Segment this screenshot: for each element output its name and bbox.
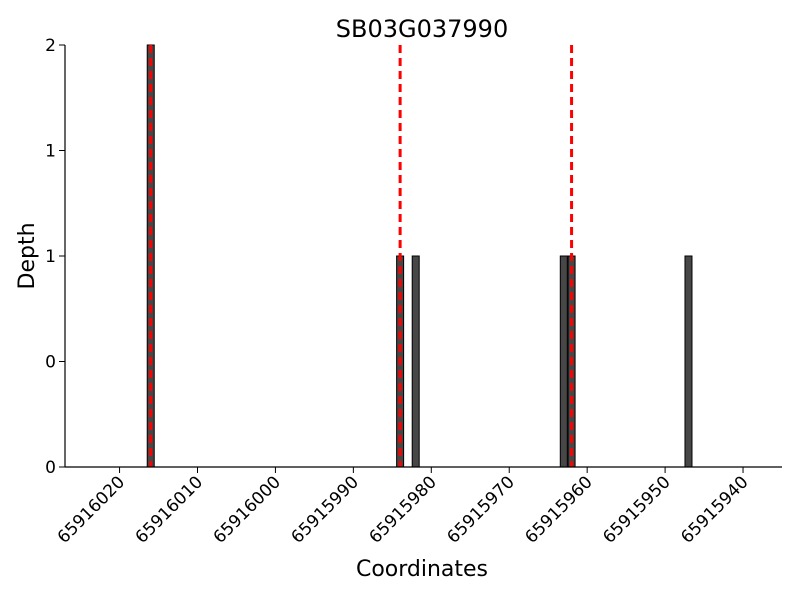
y-tick-label: 2 <box>45 36 56 56</box>
bar <box>411 255 420 468</box>
chart-title: SB03G037990 <box>336 15 508 43</box>
y-axis-label: Depth <box>15 222 40 289</box>
y-tick-label: 1 <box>45 142 56 162</box>
y-tick-label: 0 <box>45 353 56 373</box>
x-axis-label: Coordinates <box>356 557 488 582</box>
y-tick-label: 0 <box>45 458 56 478</box>
y-tick-label: 1 <box>45 247 56 267</box>
bar <box>684 255 693 468</box>
bar <box>559 255 568 468</box>
reference-lines-group <box>149 45 574 467</box>
